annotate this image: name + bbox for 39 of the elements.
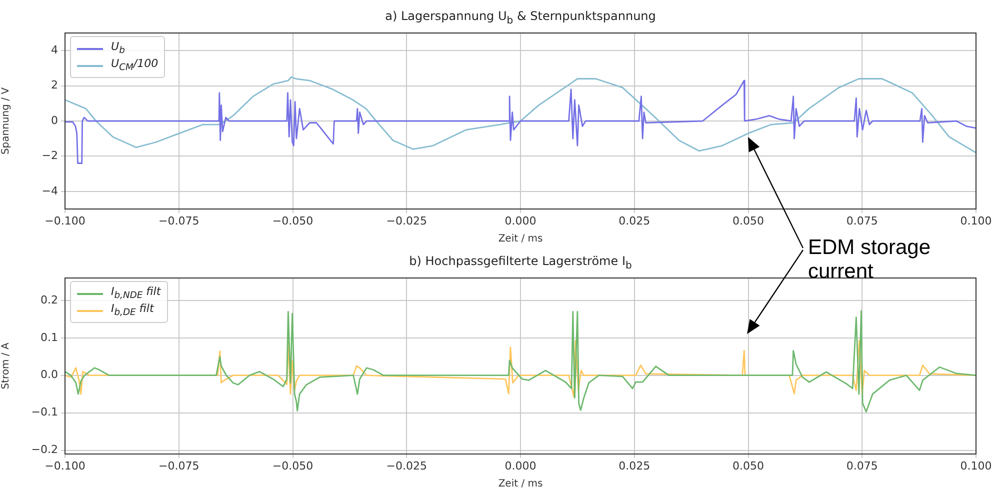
x-tick-label: −0.050 (272, 214, 314, 228)
x-axis-title: Zeit / ms (498, 234, 543, 245)
x-tick-label: −0.025 (386, 214, 427, 228)
x-tick-label: 0.000 (504, 214, 536, 228)
x-tick-label: −0.050 (272, 459, 314, 472)
chart-title: a) Lagerspannung U$_{b}$ & Sternpunktspannung (384, 9, 657, 26)
legend-label: U$_{CM}$/100 (111, 57, 158, 74)
x-tick-label: 0.050 (732, 214, 764, 228)
y-axis-title: Spannung / V (0, 87, 12, 155)
y-tick-label: 0.2 (40, 293, 58, 306)
x-tick-label: −0.075 (158, 214, 200, 228)
x-tick-label: 0.075 (846, 459, 878, 472)
y-tick-label: 0 (51, 114, 58, 127)
y-axis-title: Strom / A (0, 342, 12, 390)
chart-title: b) Hochpassgefilterte Lagerströme I$_{b}$ (409, 254, 632, 272)
y-tick-label: −0.1 (31, 406, 58, 419)
x-tick-label: 0.025 (618, 459, 650, 472)
x-tick-label: −0.075 (158, 459, 200, 472)
legend-label: I$_{b,NDE}$ filt (111, 285, 161, 302)
legend-label: U$_{b}$ (111, 40, 125, 57)
x-tick-label: −0.025 (386, 459, 427, 472)
legend-label: I$_{b,DE}$ filt (111, 302, 154, 319)
y-tick-label: 0.1 (40, 330, 58, 344)
x-tick-label: 0.025 (618, 214, 650, 228)
x-tick-label: 0.050 (732, 459, 764, 472)
x-tick-label: 0.100 (960, 459, 992, 472)
y-tick-label: 4 (51, 43, 58, 56)
y-tick-label: −2 (42, 149, 58, 162)
y-tick-label: 0.0 (40, 368, 58, 382)
x-tick-label: 0.100 (960, 214, 992, 228)
x-tick-label: −0.100 (44, 459, 86, 472)
y-tick-label: −0.2 (31, 443, 58, 456)
x-tick-label: 0.000 (504, 459, 536, 472)
annotation: EDM storage current (808, 236, 932, 284)
x-axis-title: Zeit / ms (498, 478, 543, 490)
y-tick-label: −4 (42, 184, 58, 198)
x-tick-label: −0.100 (44, 214, 86, 228)
y-tick-label: 2 (51, 78, 58, 92)
x-tick-label: 0.075 (846, 214, 878, 228)
